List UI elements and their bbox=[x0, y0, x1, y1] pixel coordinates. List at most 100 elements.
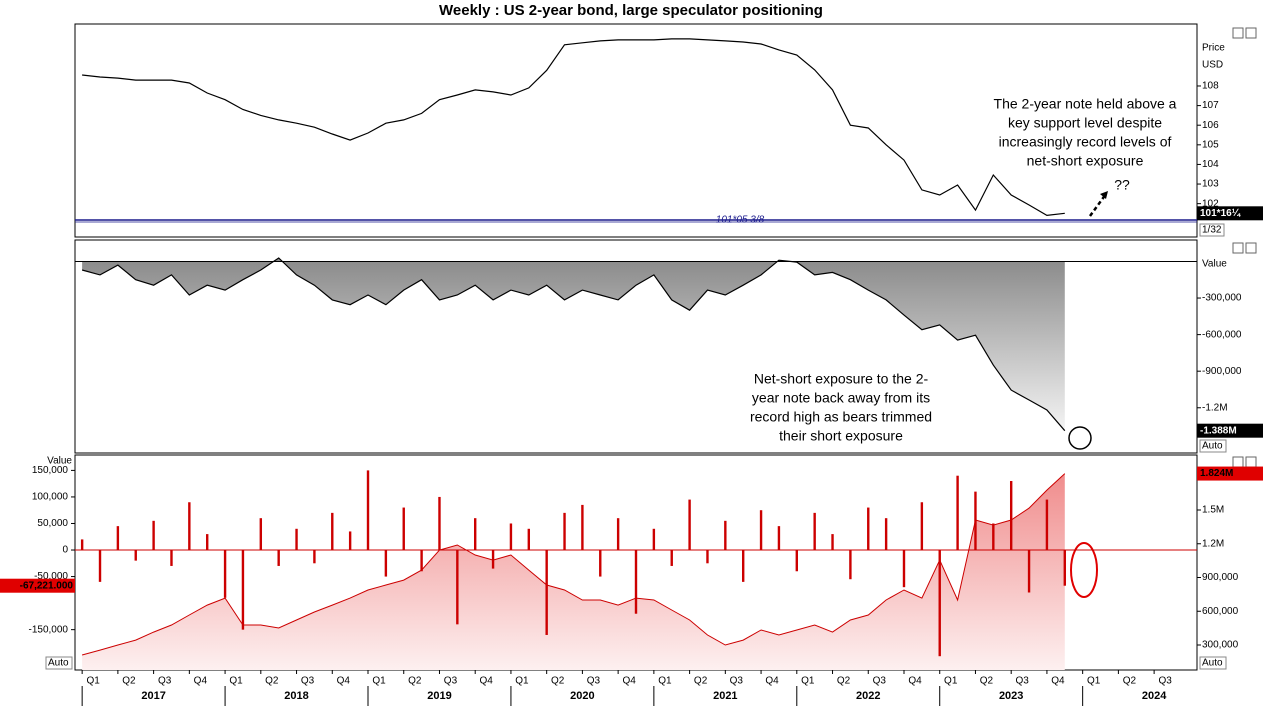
x-tick-label: Q1 bbox=[515, 676, 529, 687]
bar bbox=[206, 534, 209, 551]
bar bbox=[992, 523, 995, 551]
x-tick-label: Q4 bbox=[194, 676, 208, 687]
bar bbox=[616, 518, 620, 551]
bar bbox=[688, 499, 691, 551]
icon[interactable] bbox=[1245, 242, 1257, 254]
bar bbox=[331, 512, 334, 551]
x-tick-label: Q1 bbox=[372, 676, 386, 687]
bar bbox=[259, 518, 263, 551]
x-tick-label: Q2 bbox=[265, 676, 279, 687]
panel-frame bbox=[74, 23, 1198, 238]
area bbox=[82, 473, 1065, 670]
last-value-box bbox=[1197, 423, 1263, 438]
annotation: Net-short exposure to the 2- bbox=[754, 371, 929, 387]
bar bbox=[867, 507, 870, 551]
y-tick-label: 102 bbox=[1202, 198, 1219, 209]
year-label: 2020 bbox=[570, 690, 594, 702]
support-label: 101*05 3/8 bbox=[716, 215, 765, 226]
x-tick-label: Q4 bbox=[1051, 676, 1065, 687]
x-tick-label: Q2 bbox=[980, 676, 994, 687]
scale-note: Auto bbox=[48, 658, 69, 669]
y-tick-label: 0 bbox=[62, 545, 68, 556]
annotation: their short exposure bbox=[779, 428, 903, 444]
bar bbox=[759, 510, 763, 551]
x-tick-label: Q3 bbox=[301, 676, 315, 687]
bar bbox=[277, 550, 280, 566]
y-tick-label: 150,000 bbox=[32, 465, 69, 476]
bar bbox=[420, 550, 423, 572]
x-tick-label: Q4 bbox=[480, 676, 494, 687]
annotation: record high as bears trimmed bbox=[750, 409, 932, 425]
bar bbox=[1009, 481, 1013, 551]
scale-note-box bbox=[1199, 223, 1225, 237]
bar bbox=[116, 526, 120, 551]
bar bbox=[581, 504, 584, 551]
bar bbox=[938, 550, 941, 657]
x-tick-label: Q1 bbox=[229, 676, 243, 687]
highlight-ellipse bbox=[1070, 542, 1098, 598]
x-tick-label: Q1 bbox=[944, 676, 958, 687]
year-label: 2019 bbox=[427, 690, 451, 702]
x-tick-label: Q3 bbox=[873, 676, 887, 687]
annotation: key support level despite bbox=[1008, 115, 1162, 131]
last-value-box bbox=[1197, 466, 1263, 481]
y-tick-label: 50,000 bbox=[37, 518, 68, 529]
y-tick-label: -600,000 bbox=[1202, 329, 1242, 340]
icon[interactable] bbox=[1245, 456, 1257, 468]
bar bbox=[509, 523, 513, 551]
scale-note-box bbox=[45, 656, 73, 670]
y-tick-label: 107 bbox=[1202, 100, 1219, 111]
bar bbox=[170, 550, 173, 566]
icon[interactable] bbox=[1232, 456, 1244, 468]
icon[interactable] bbox=[1245, 27, 1257, 39]
annotation: year note back away from its bbox=[752, 390, 930, 406]
y-tick-label: -900,000 bbox=[1202, 366, 1242, 377]
annotation: The 2-year note held above a bbox=[994, 96, 1177, 112]
x-tick-label: Q1 bbox=[86, 676, 100, 687]
x-tick-label: Q3 bbox=[158, 676, 172, 687]
last-value-label: -67,221.000 bbox=[20, 580, 74, 591]
axis-label: Value bbox=[1202, 259, 1227, 270]
x-tick-label: Q2 bbox=[551, 676, 565, 687]
bar bbox=[849, 550, 852, 580]
net-line bbox=[81, 257, 1066, 432]
y-tick-label: -300,000 bbox=[1202, 293, 1242, 304]
bar bbox=[741, 550, 745, 582]
bar bbox=[134, 550, 137, 561]
highlight-circle bbox=[1068, 426, 1092, 450]
year-label: 2017 bbox=[141, 690, 165, 702]
y-tick-label: 104 bbox=[1202, 159, 1219, 170]
x-tick-label: Q1 bbox=[658, 676, 672, 687]
y-tick-label: 600,000 bbox=[1202, 606, 1239, 617]
y-tick-label: 105 bbox=[1202, 139, 1219, 150]
bar bbox=[795, 550, 798, 572]
y-tick-label: 1.2M bbox=[1202, 538, 1224, 549]
bar bbox=[956, 475, 959, 551]
y-tick-label: -150,000 bbox=[29, 624, 69, 635]
panel-frame bbox=[74, 239, 1198, 454]
bar bbox=[402, 507, 405, 551]
year-label: 2024 bbox=[1142, 690, 1167, 702]
bar bbox=[599, 550, 602, 577]
y-tick-label: 100,000 bbox=[32, 492, 69, 503]
x-tick-label: Q3 bbox=[1158, 676, 1172, 687]
icon[interactable] bbox=[1232, 27, 1244, 39]
y-tick-label: 106 bbox=[1202, 120, 1219, 131]
icon[interactable] bbox=[1232, 242, 1244, 254]
arrow-head bbox=[1100, 191, 1108, 199]
y-tick-label: 1.5M bbox=[1202, 505, 1224, 516]
panel-icons[interactable] bbox=[1232, 27, 1257, 468]
y-tick-label: -50,000 bbox=[34, 571, 68, 582]
bar bbox=[80, 539, 84, 551]
bar bbox=[295, 528, 298, 551]
last-value-box bbox=[0, 578, 75, 593]
x-tick-label: Q2 bbox=[837, 676, 851, 687]
year-label: 2022 bbox=[856, 690, 880, 702]
bar bbox=[563, 512, 566, 551]
y-tick-label: 300,000 bbox=[1202, 640, 1239, 651]
x-tick-label: Q2 bbox=[122, 676, 136, 687]
bar bbox=[1045, 499, 1049, 551]
axis-unit: USD bbox=[1202, 60, 1223, 71]
bar bbox=[724, 520, 727, 551]
